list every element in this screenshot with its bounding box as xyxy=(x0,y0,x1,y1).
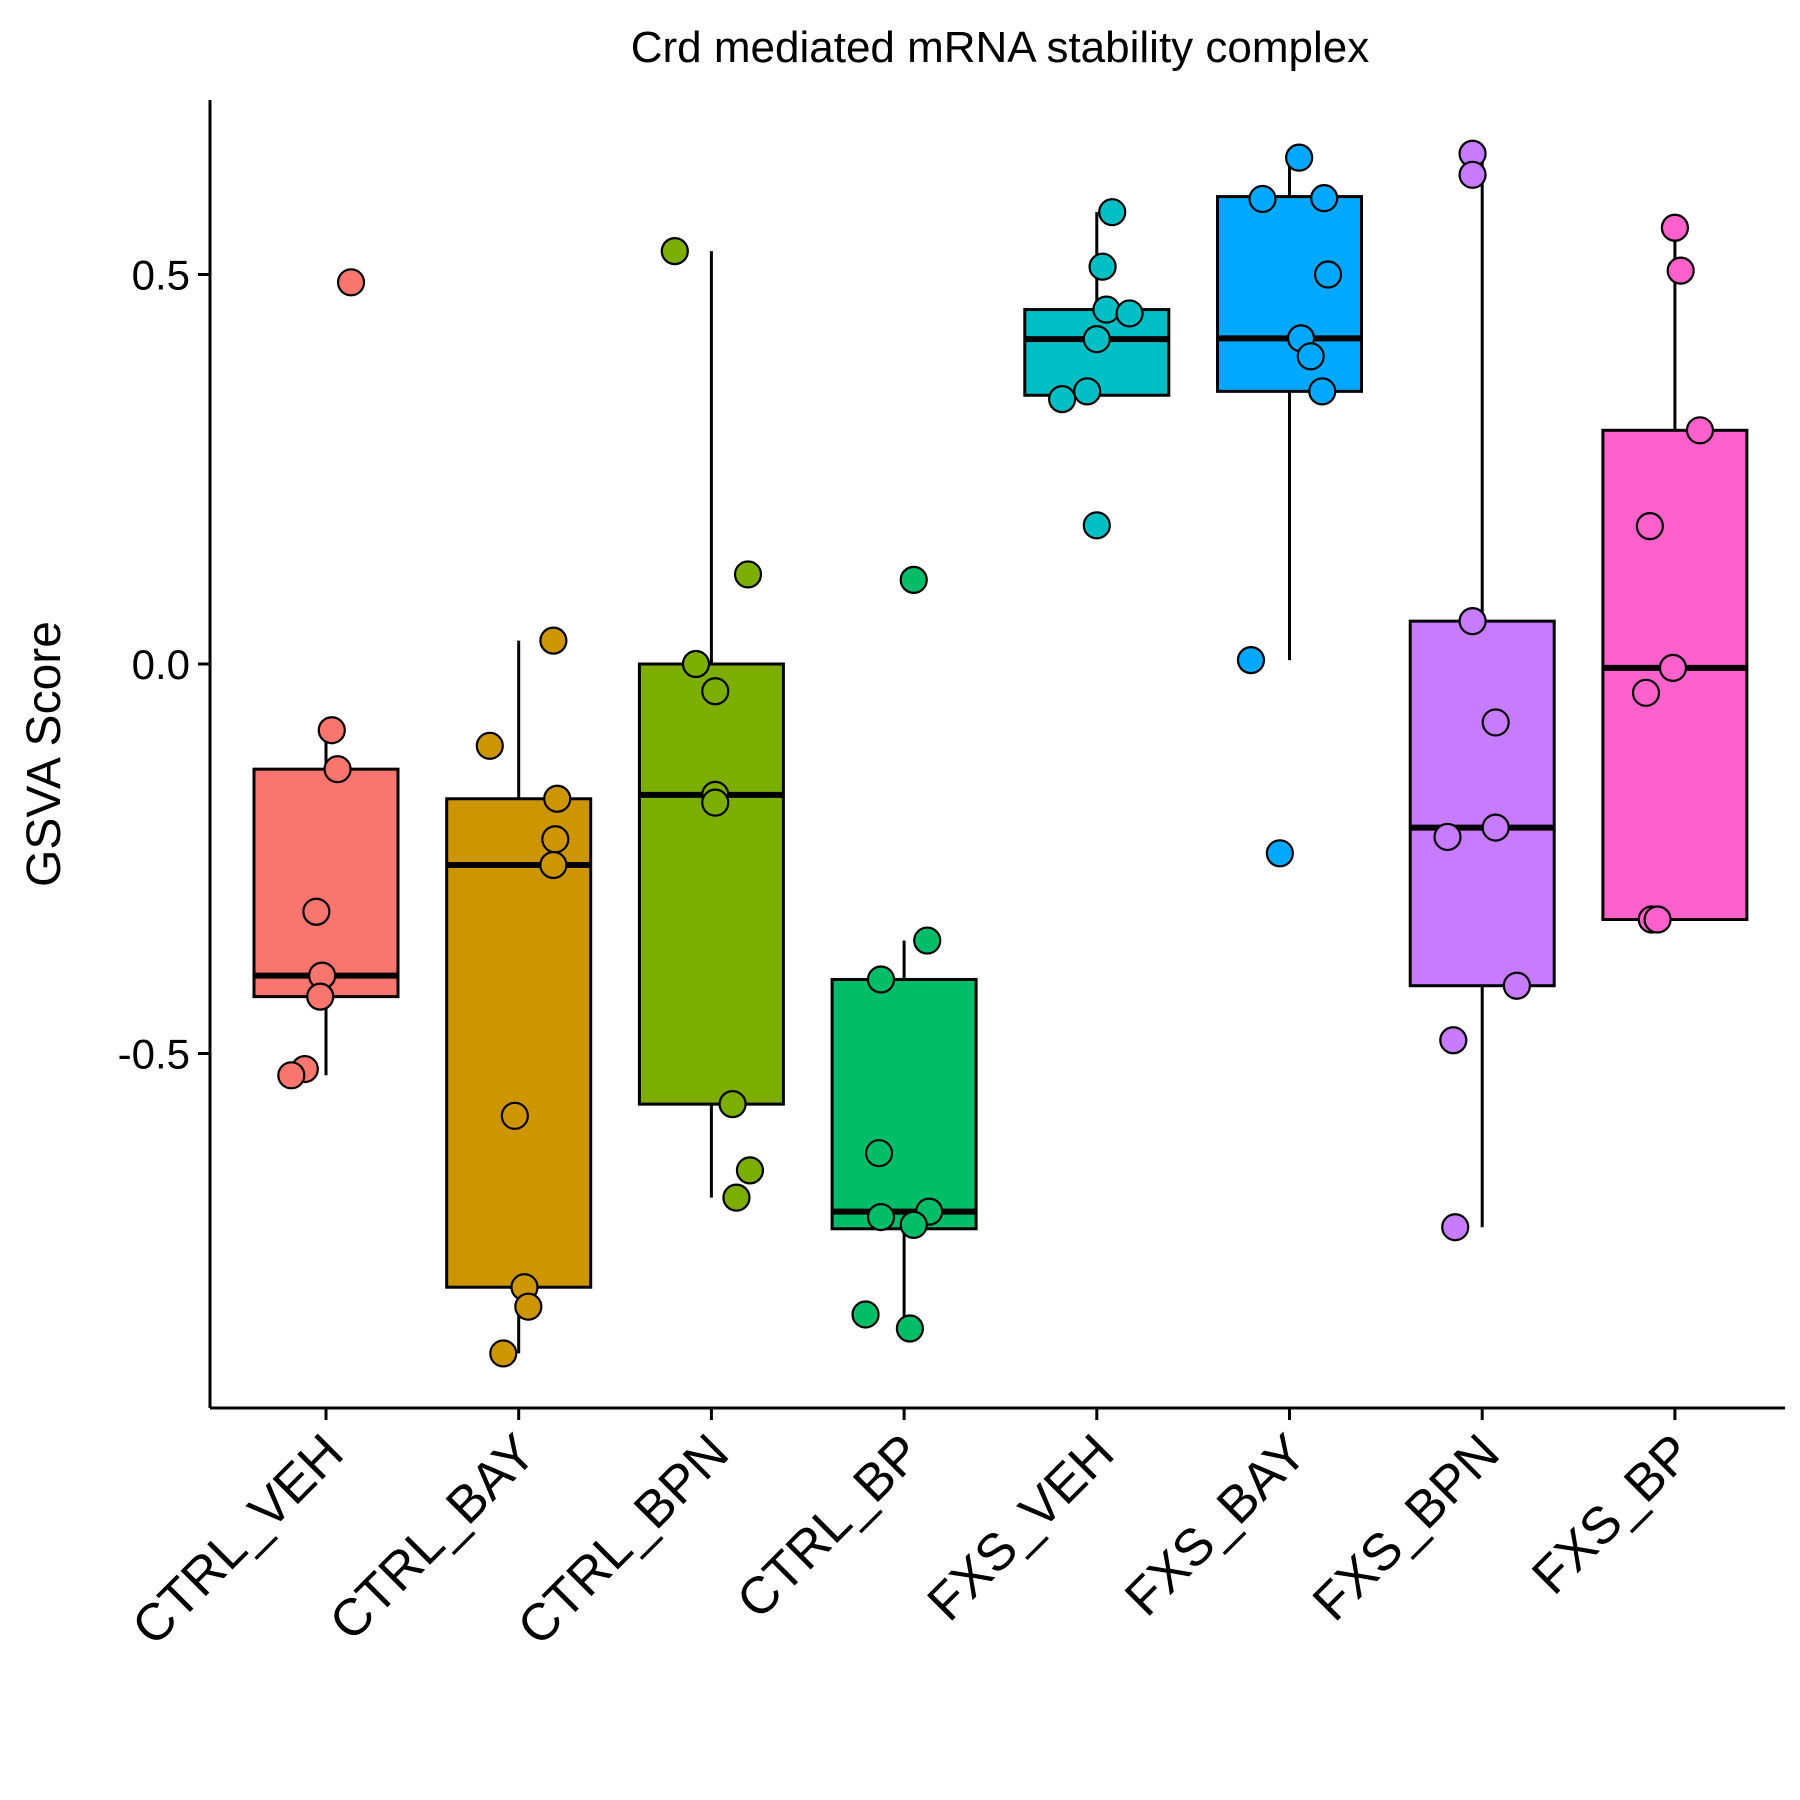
data-point xyxy=(539,850,568,880)
data-point xyxy=(1115,299,1144,328)
data-point xyxy=(733,560,763,589)
box-group xyxy=(830,940,978,1327)
data-point xyxy=(866,1202,896,1232)
x-tick-label: CTRL_BPN xyxy=(507,1423,740,1656)
data-point xyxy=(1658,653,1688,682)
data-point xyxy=(851,1300,880,1329)
data-point xyxy=(1248,184,1277,214)
box-group xyxy=(1216,157,1363,661)
box-group xyxy=(1408,157,1556,1228)
data-point xyxy=(541,825,570,854)
chart-title: Crd mediated mRNA stability complex xyxy=(631,23,1369,72)
data-point xyxy=(735,1156,765,1185)
data-point xyxy=(277,1061,306,1090)
data-point xyxy=(302,897,331,926)
data-point xyxy=(1502,971,1531,1000)
data-point xyxy=(1481,813,1510,842)
data-point xyxy=(539,626,568,655)
x-tick-label: FXS_BAY xyxy=(1114,1423,1318,1627)
data-point xyxy=(895,1314,924,1343)
data-point xyxy=(1265,839,1294,868)
box-body xyxy=(637,662,785,1106)
data-point xyxy=(1439,1026,1468,1055)
data-point xyxy=(1441,1213,1470,1242)
box-body xyxy=(830,977,978,1231)
box-group xyxy=(1601,227,1749,922)
data-point xyxy=(1296,342,1325,371)
data-point xyxy=(913,926,942,955)
data-point xyxy=(701,788,730,817)
data-point xyxy=(1048,385,1077,414)
box-body xyxy=(445,797,593,1289)
data-point xyxy=(722,1183,751,1212)
data-point xyxy=(1088,252,1117,281)
box-group xyxy=(445,640,593,1354)
data-point xyxy=(899,1210,928,1239)
data-point xyxy=(323,755,352,784)
data-point xyxy=(1285,143,1314,172)
data-point xyxy=(1073,377,1102,406)
data-point xyxy=(489,1339,518,1368)
data-point xyxy=(1685,416,1715,445)
data-point xyxy=(899,565,928,594)
x-tick-label: FXS_BP xyxy=(1521,1423,1703,1605)
plot-layer: -0.50.00.5CTRL_VEHCTRL_BAYCTRL_BPNCTRL_B… xyxy=(118,100,1785,1657)
data-point xyxy=(864,1139,894,1168)
data-point xyxy=(701,677,730,706)
y-tick-label: -0.5 xyxy=(118,1031,190,1078)
data-point xyxy=(1458,160,1487,189)
y-tick-label: 0.5 xyxy=(132,252,190,299)
data-point xyxy=(1092,295,1121,324)
x-tick-label: CTRL_VEH xyxy=(121,1423,354,1656)
data-point xyxy=(681,649,711,679)
box-body xyxy=(1216,195,1363,393)
data-point xyxy=(1458,607,1487,636)
data-point xyxy=(514,1292,543,1321)
y-tick-label: 0.0 xyxy=(132,641,190,688)
data-point xyxy=(1643,905,1672,934)
data-point xyxy=(1433,822,1462,852)
x-tick-label: CTRL_BP xyxy=(726,1423,933,1630)
x-tick-label: FXS_VEH xyxy=(917,1423,1126,1632)
data-point xyxy=(1635,512,1664,541)
data-point xyxy=(1236,646,1266,675)
data-point xyxy=(306,982,335,1011)
data-point xyxy=(1082,511,1111,540)
data-point xyxy=(1631,678,1661,707)
x-tick-label: FXS_BPN xyxy=(1302,1423,1511,1632)
data-point xyxy=(1666,256,1695,285)
data-point xyxy=(1313,260,1343,289)
data-point xyxy=(1481,708,1510,737)
data-point xyxy=(1082,325,1111,354)
data-point xyxy=(475,731,504,760)
data-point xyxy=(1308,377,1337,406)
data-point xyxy=(718,1090,747,1119)
data-point xyxy=(543,784,572,813)
box-group xyxy=(637,251,785,1198)
data-point xyxy=(866,965,896,994)
data-point xyxy=(336,268,366,297)
data-point xyxy=(660,237,689,266)
data-point xyxy=(1660,213,1690,242)
data-point xyxy=(1310,184,1339,213)
box-body xyxy=(1408,619,1556,988)
data-point xyxy=(1098,198,1127,227)
data-point xyxy=(317,716,346,745)
data-point xyxy=(500,1101,529,1130)
y-axis-title: GSVA Score xyxy=(18,621,71,887)
